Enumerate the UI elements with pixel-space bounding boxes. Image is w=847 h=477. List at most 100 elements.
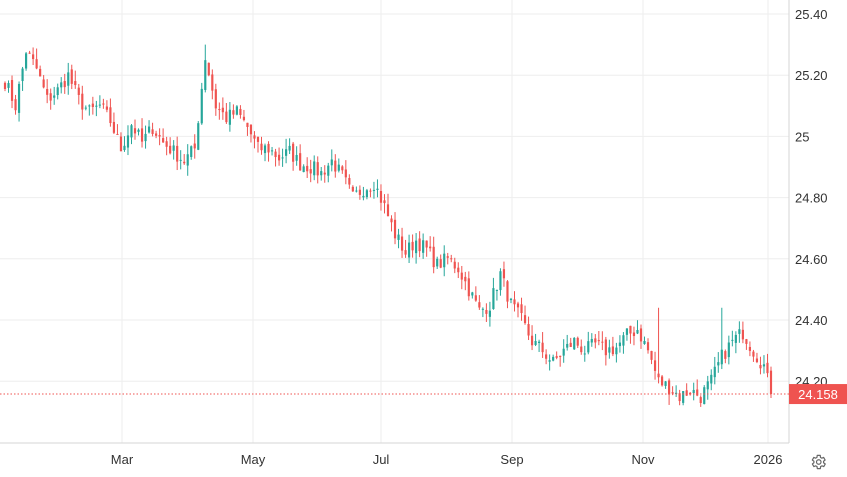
candle-body: [720, 349, 723, 365]
candle-body: [534, 340, 537, 345]
candle-body: [24, 53, 28, 69]
last-price-badge: [789, 384, 847, 405]
candle-body: [270, 150, 274, 152]
candle-body: [478, 302, 481, 308]
candle-body: [552, 356, 555, 361]
candle-body: [320, 171, 323, 176]
y-tick-label: 25.40: [795, 7, 828, 22]
candle-body: [717, 362, 720, 366]
candle-body: [393, 219, 397, 239]
candle-body: [151, 129, 154, 134]
candle-body: [457, 267, 460, 273]
candle-body: [597, 340, 600, 342]
settings-button[interactable]: [808, 452, 828, 472]
candle-body: [580, 346, 583, 353]
candle-body: [769, 370, 773, 395]
candle-body: [734, 334, 737, 343]
candle-body: [281, 157, 284, 159]
candle-body: [653, 360, 657, 371]
candle-body: [474, 295, 477, 301]
candle-body: [668, 380, 671, 395]
candle-body: [242, 116, 246, 121]
candle-body: [235, 106, 238, 115]
candle-body: [88, 105, 91, 107]
candle-body: [91, 103, 94, 107]
candle-body: [513, 299, 516, 305]
candle-body: [541, 342, 544, 353]
candle-body: [376, 188, 379, 190]
candle-body: [32, 54, 35, 60]
candle-body: [488, 310, 491, 317]
candle-body: [351, 186, 354, 192]
candle-body: [583, 353, 586, 355]
candle-body: [523, 315, 527, 324]
candle-body: [169, 145, 172, 154]
candle-body: [383, 200, 386, 204]
candle-body: [639, 328, 643, 342]
y-tick-label: 25: [795, 129, 809, 144]
candle-body: [63, 81, 66, 88]
candle-body: [35, 59, 38, 69]
candle-body: [165, 141, 168, 147]
candle-body: [453, 261, 456, 269]
candle-body: [316, 162, 319, 176]
candle-body: [660, 376, 664, 386]
candle-body: [313, 161, 316, 176]
candle-body: [682, 391, 685, 403]
candle-body: [400, 236, 404, 251]
candle-body: [183, 161, 186, 164]
candle-body: [629, 325, 632, 334]
candle-body: [530, 335, 534, 346]
candle-body: [39, 68, 42, 77]
candle-body: [285, 149, 288, 156]
candle-body: [81, 93, 84, 110]
candle-body: [706, 381, 709, 390]
candle-body: [14, 99, 17, 111]
candle-body: [295, 154, 298, 161]
candle-body: [618, 342, 621, 347]
candle-body: [594, 338, 597, 343]
candle-body: [745, 339, 748, 344]
candle-body: [133, 128, 137, 134]
candle-body: [344, 169, 347, 178]
candle-body: [98, 104, 101, 106]
candle-body: [186, 154, 189, 166]
candle-body: [675, 392, 678, 394]
candle-body: [703, 387, 706, 405]
candle-body: [200, 88, 203, 124]
candle-body: [566, 343, 569, 348]
candle-body: [752, 351, 755, 357]
candle-body: [211, 74, 214, 91]
candle-body: [179, 159, 182, 161]
candle-body: [696, 389, 699, 396]
candle-body: [7, 83, 10, 88]
candle-body: [123, 145, 126, 151]
candle-body: [263, 145, 267, 154]
candle-body: [611, 346, 614, 355]
candle-body: [355, 190, 358, 192]
candle-body: [309, 169, 312, 174]
candles: [3, 44, 773, 407]
candle-body: [559, 355, 562, 357]
candle-body: [545, 354, 548, 359]
candle-body: [112, 121, 116, 133]
candle-body: [221, 107, 224, 113]
candle-body: [527, 324, 530, 336]
candle-body: [218, 109, 221, 111]
candle-body: [10, 80, 14, 101]
candle-body: [467, 278, 470, 297]
candle-body: [548, 360, 551, 362]
candle-body: [632, 332, 636, 337]
candle-body: [755, 358, 759, 363]
candle-body: [302, 166, 305, 173]
candle-body: [292, 143, 295, 162]
candle-body: [664, 381, 667, 386]
candle-body: [432, 246, 435, 268]
candle-body: [555, 356, 558, 358]
candle-body: [450, 258, 453, 260]
candle-body: [190, 146, 193, 157]
candle-body: [587, 341, 590, 353]
candle-body: [130, 125, 133, 138]
